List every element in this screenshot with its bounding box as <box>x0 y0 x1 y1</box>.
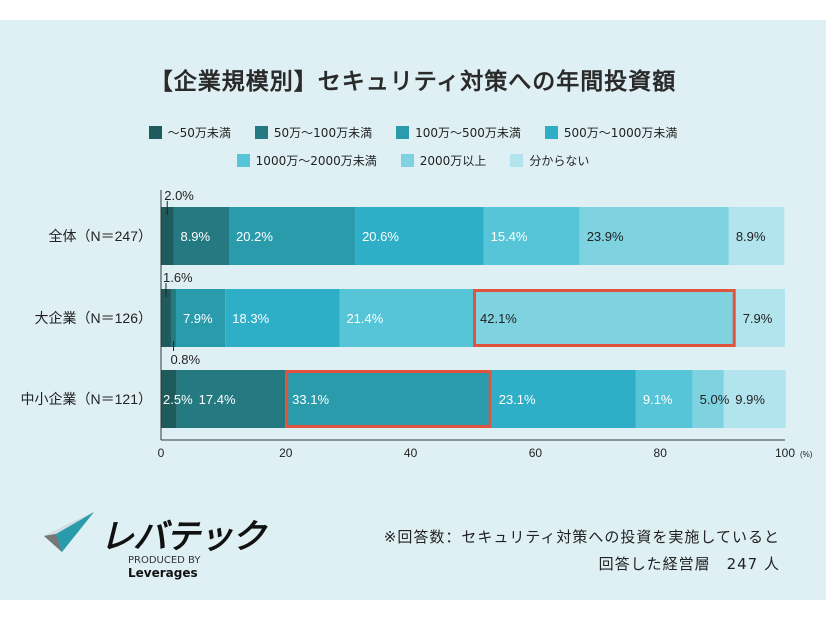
legend-swatch <box>510 154 524 167</box>
bar-segment <box>735 289 785 347</box>
category-label: 全体（N＝247） <box>49 228 152 244</box>
bar-segment <box>339 289 473 347</box>
data-label: 17.4% <box>199 392 236 407</box>
legend-item: 2000万以上 <box>400 152 487 169</box>
legend-row-2: 1000万～2000万未満 2000万以上 分からない <box>0 152 826 169</box>
highlight-box <box>285 370 492 428</box>
x-tick-label: 20 <box>279 446 293 460</box>
data-label: 7.9% <box>743 311 773 326</box>
legend-row-1: ～50万未満 50万～100万未満 100万～500万未満 500万～1000万未満 <box>0 124 826 141</box>
bar-segment <box>161 370 177 428</box>
legend-swatch <box>396 126 410 139</box>
logo-subtitle: PRODUCED BY Leverages <box>128 555 272 580</box>
legend-item: 500万～1000万未満 <box>544 124 678 141</box>
data-label: 20.2% <box>236 229 273 244</box>
x-tick-label: 0 <box>158 446 165 460</box>
data-label: 33.1% <box>292 392 329 407</box>
bar-segment <box>161 289 171 347</box>
legend-swatch <box>236 154 250 167</box>
bar-segment <box>170 289 176 347</box>
x-tick-label: 60 <box>529 446 543 460</box>
x-tick-label: 40 <box>404 446 418 460</box>
bar-segment <box>491 370 636 428</box>
legend-item: 100万～500万未満 <box>396 124 521 141</box>
data-label: 8.9% <box>180 229 210 244</box>
legend-item: 50万～100万未満 <box>254 124 373 141</box>
legend-swatch <box>148 126 162 139</box>
legend-label: 分からない <box>529 154 590 168</box>
bar-segment <box>728 207 785 265</box>
legend-label: 500万～1000万未満 <box>563 126 678 140</box>
data-label: 15.4% <box>491 229 528 244</box>
data-label: 23.9% <box>587 229 624 244</box>
respondent-note: ※回答数：セキュリティ対策への投資を実施していると 回答した経営層 247 人 <box>384 524 780 578</box>
legend-label: 100万～500万未満 <box>415 126 521 140</box>
bar-segment <box>473 289 736 347</box>
category-label: 中小企業（N＝121） <box>21 391 152 407</box>
bar-segment <box>175 289 226 347</box>
chart-title: 【企業規模別】セキュリティ対策への年間投資額 <box>149 69 677 95</box>
data-label: 8.9% <box>736 229 766 244</box>
bar-segment <box>579 207 729 265</box>
bar-segment <box>173 207 230 265</box>
data-label: 23.1% <box>499 392 536 407</box>
data-label: 20.6% <box>362 229 399 244</box>
bar-segment <box>483 207 580 265</box>
legend-item: 分からない <box>510 152 589 169</box>
legend-swatch <box>400 154 414 167</box>
data-label: 18.3% <box>232 311 269 326</box>
legend-item: ～50万未満 <box>148 124 231 141</box>
data-label: 7.9% <box>183 311 213 326</box>
highlight-box <box>473 289 736 347</box>
logo-text: レバテック <box>100 517 266 557</box>
bar-segment <box>176 370 286 428</box>
legend-label: 2000万以上 <box>419 154 487 168</box>
legend-swatch <box>544 126 558 139</box>
bar-segment <box>285 370 492 428</box>
legend-label: 50万～100万未満 <box>273 126 373 140</box>
data-label: 42.1% <box>480 311 517 326</box>
x-axis-unit: (%) <box>800 450 813 459</box>
bar-segment <box>692 370 724 428</box>
bar-segment <box>355 207 484 265</box>
bar-segment <box>723 370 786 428</box>
logo-sub-brand: Leverages <box>128 566 198 580</box>
data-label: 0.8% <box>170 352 200 367</box>
data-label: 5.0% <box>700 392 730 407</box>
legend-swatch <box>254 126 268 139</box>
logo-sub-prefix: PRODUCED BY <box>128 555 201 566</box>
x-tick-label: 100 <box>775 446 795 460</box>
bar-segment <box>225 289 340 347</box>
data-label: 9.9% <box>735 392 765 407</box>
levtech-logo: レバテック PRODUCED BY Leverages <box>42 505 272 580</box>
note-line-2: 回答した経営層 247 人 <box>598 555 780 573</box>
data-label: 2.5% <box>163 392 193 407</box>
category-label: 大企業（N＝126） <box>35 310 152 326</box>
data-label: 9.1% <box>643 392 673 407</box>
x-tick-label: 80 <box>654 446 668 460</box>
bar-segment <box>161 207 174 265</box>
data-label: 21.4% <box>346 311 383 326</box>
bar-segment <box>229 207 356 265</box>
data-label: 2.0% <box>164 188 194 203</box>
data-label: 1.6% <box>163 270 193 285</box>
legend-label: 1000万～2000万未満 <box>255 154 377 168</box>
note-line-1: ※回答数：セキュリティ対策への投資を実施していると <box>383 528 780 546</box>
legend-item: 1000万～2000万未満 <box>236 152 377 169</box>
legend-label: ～50万未満 <box>167 126 231 140</box>
logo-mark-icon <box>44 512 94 552</box>
bar-segment <box>635 370 693 428</box>
